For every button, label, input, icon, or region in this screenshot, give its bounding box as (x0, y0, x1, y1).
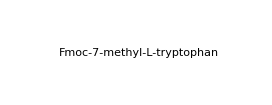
Text: Fmoc-7-methyl-L-tryptophan: Fmoc-7-methyl-L-tryptophan (59, 48, 220, 58)
